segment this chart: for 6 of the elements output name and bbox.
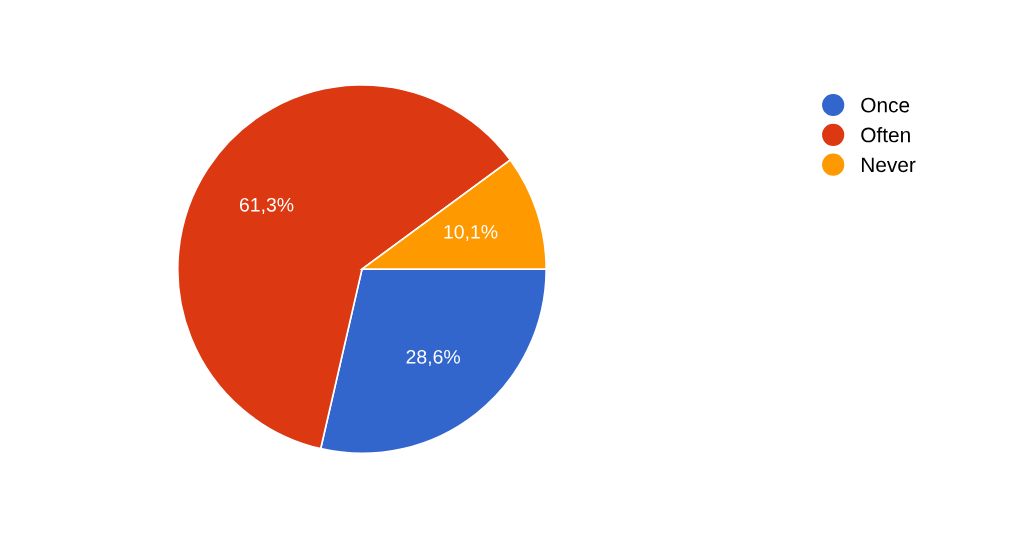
legend-label: Never (861, 157, 916, 173)
data-label: 10,1% (444, 224, 498, 242)
data-label: 28,6% (406, 349, 460, 367)
data-label: 61,3% (239, 197, 294, 214)
legend-label: Once (861, 97, 910, 113)
legend-label: Often (861, 127, 910, 143)
